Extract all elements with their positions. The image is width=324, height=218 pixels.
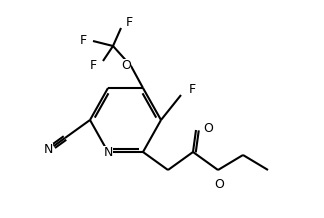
- Text: O: O: [203, 121, 213, 135]
- Text: F: F: [126, 17, 133, 29]
- Text: F: F: [80, 34, 87, 48]
- Text: F: F: [90, 58, 97, 72]
- Text: O: O: [214, 178, 224, 191]
- Text: F: F: [189, 82, 196, 95]
- Text: N: N: [44, 143, 53, 156]
- Text: N: N: [103, 145, 113, 158]
- Text: O: O: [121, 58, 131, 72]
